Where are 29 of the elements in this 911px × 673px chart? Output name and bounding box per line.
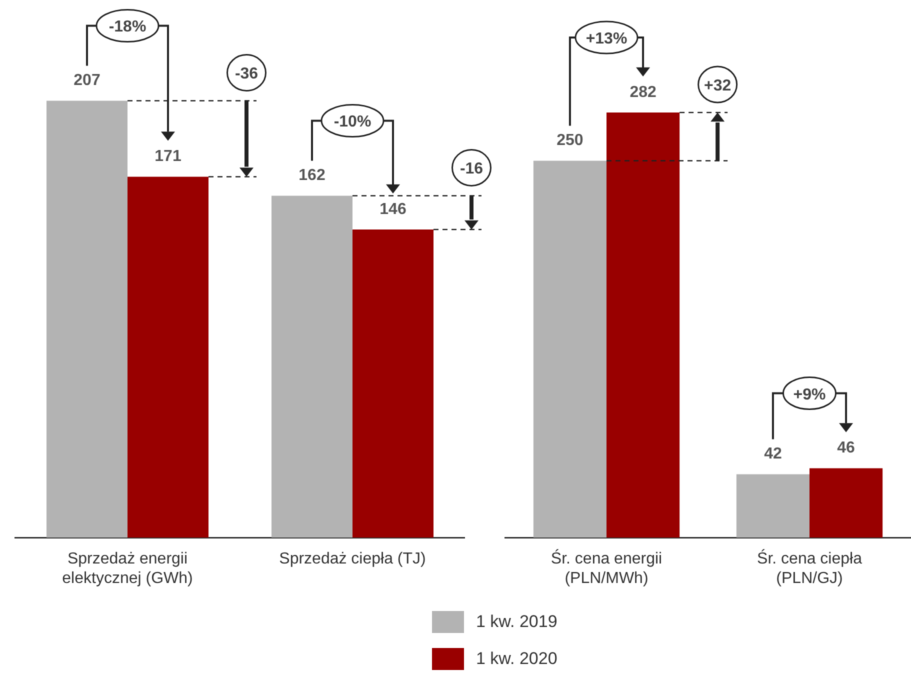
legend-label: 1 kw. 2020 [476,649,558,669]
bar [606,112,680,538]
bar [810,468,883,538]
data-label: 171 [154,148,182,166]
data-label: 162 [298,167,326,184]
bar [128,176,208,538]
bar [272,196,352,538]
x-tick-label: Sprzedaż energii elektycznej (GWh) [62,550,193,587]
data-label: 146 [380,200,406,218]
data-label: 282 [630,84,656,101]
text: -36 [234,66,258,83]
bar [736,474,810,538]
data-label: 250 [556,132,584,150]
annotation: +9% [793,386,826,404]
x-tick-label: Sprzedaż ciepła (TJ) [279,550,426,568]
data-label: 207 [74,72,100,90]
text: -18% [108,18,146,36]
text: +32 [704,78,732,95]
bar [352,229,434,538]
data-label: 46 [837,440,856,457]
legend-label: 1 kw. 2019 [476,612,558,632]
x-tick-label: Śr. cena energii (PLN/MWh) [550,548,662,587]
x-tick-label: Śr. cena ciepła (PLN/GJ) [757,548,862,587]
bar [533,160,606,538]
data-label: 42 [764,446,782,463]
text: +13% [586,30,628,48]
bar [46,100,128,538]
annotation: -10% [334,114,372,131]
annotation: -16 [460,160,484,178]
